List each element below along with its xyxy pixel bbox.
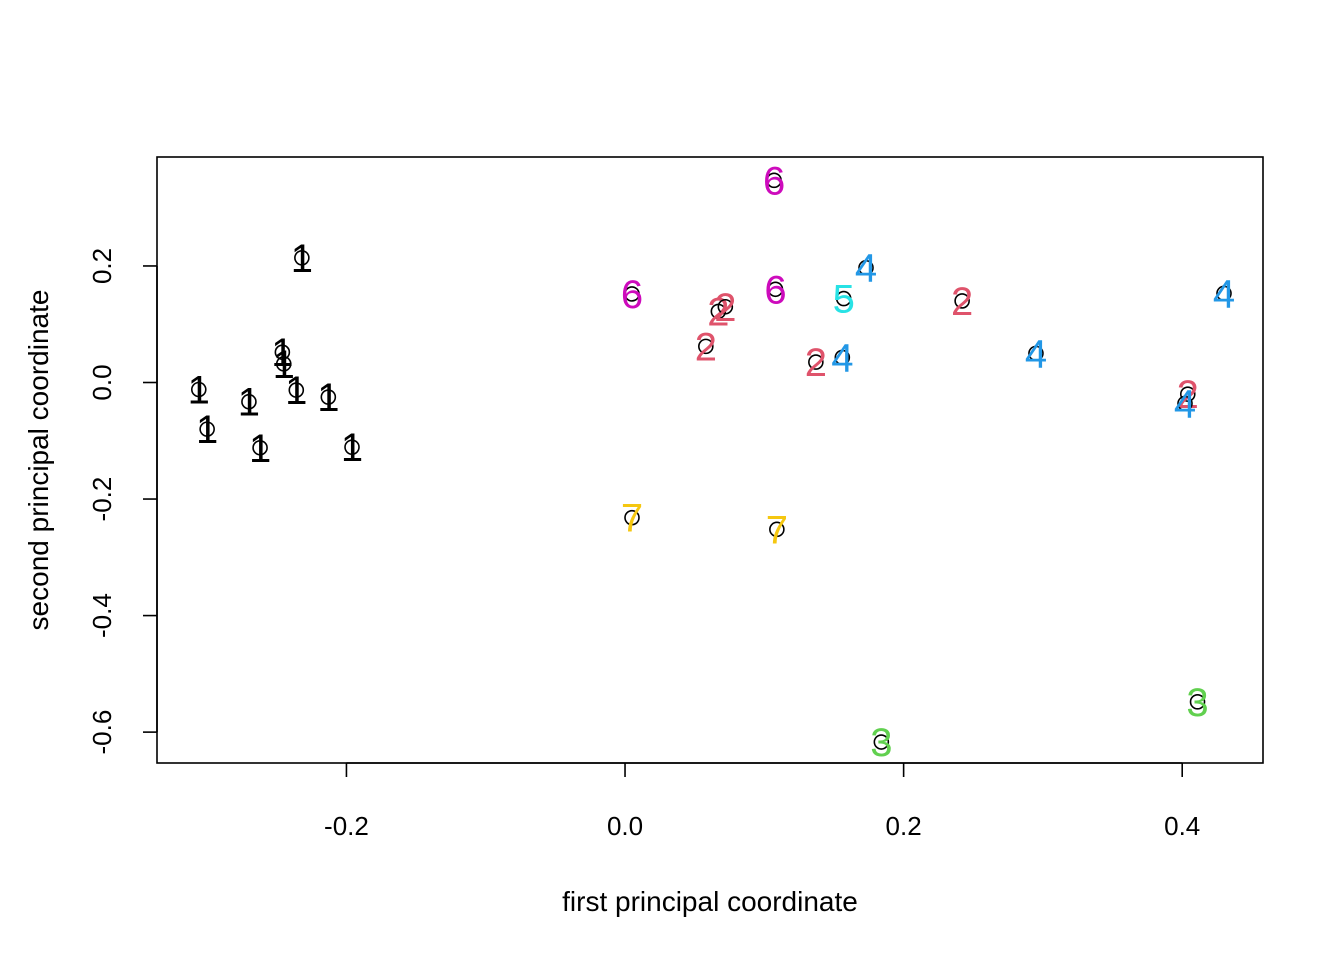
y-axis-label: second principal coordinate [23,290,54,631]
x-axis-label: first principal coordinate [562,886,858,917]
point-marker [1028,345,1044,362]
point-group-label: 6 [763,159,785,203]
point-group-label: 1 [285,369,307,413]
point-group-label: 4 [1213,272,1235,316]
x-tick-label: -0.2 [324,811,369,841]
point-group-label: 7 [621,497,643,541]
point-marker [717,298,734,315]
point-marker [344,439,360,455]
y-tick-label: -0.2 [87,477,117,522]
point-group-label: 4 [831,336,853,380]
point-group-label: 4 [1025,332,1047,376]
point-marker [275,356,292,372]
point-marker [199,421,215,437]
point-marker [320,389,337,405]
point-group-label: 1 [238,381,260,425]
point-marker [252,439,268,456]
point-marker [190,381,207,398]
point-marker [294,250,310,266]
point-marker [241,393,257,410]
y-tick-label: -0.6 [87,710,117,755]
point-marker [766,172,782,189]
y-tick-label: 0.0 [87,364,117,400]
point-group-label: 2 [695,325,717,369]
point-marker [624,286,640,302]
point-group-label: 2 [805,341,827,385]
plot-frame [156,156,1264,764]
point-group-label: 1 [291,237,313,281]
point-marker [769,521,785,538]
point-group-label: 3 [1186,681,1208,725]
point-group-label: 1 [249,427,271,471]
point-group-label: 1 [188,368,210,412]
x-tick-label: 0.4 [1164,811,1200,841]
point-marker [834,349,851,366]
point-group-label: 2 [714,286,736,330]
x-axis: -0.2 0.0 0.2 0.4 [324,762,1200,841]
point-group-label: 4 [855,247,877,291]
point-marker [873,734,890,750]
point-group-label: 1 [317,376,339,420]
x-tick-label: 0.2 [886,811,922,841]
point-group-label: 1 [341,426,363,470]
point-group-label: 2 [707,290,729,334]
y-tick-label: 0.2 [87,248,117,284]
y-tick-label: -0.4 [87,593,117,638]
point-marker [954,293,970,309]
point-group-label: 2 [951,280,973,324]
point-group-label: 3 [870,721,892,765]
point-marker [1189,694,1206,710]
point-marker [624,509,640,526]
point-marker [767,281,784,298]
point-group-label: 1 [273,343,295,387]
point-marker [274,344,291,361]
point-group-label: 1 [196,408,218,452]
point-marker [288,382,305,398]
point-group-label: 4 [1174,382,1196,426]
point-group-label: 2 [1177,373,1199,417]
point-marker [858,259,874,276]
x-tick-label: 0.0 [607,811,643,841]
point-marker [835,290,852,307]
point-group-label: 5 [833,278,855,322]
point-marker [1216,285,1232,302]
point-marker [698,338,714,355]
point-group-label: 6 [621,273,643,317]
point-group-label: 6 [764,268,786,312]
point-marker [1177,395,1193,412]
point-marker [1179,386,1196,402]
y-axis: -0.6 -0.4 -0.2 0.0 0.2 [87,248,158,755]
point-group-label: 7 [766,508,788,552]
point-marker [808,354,824,370]
